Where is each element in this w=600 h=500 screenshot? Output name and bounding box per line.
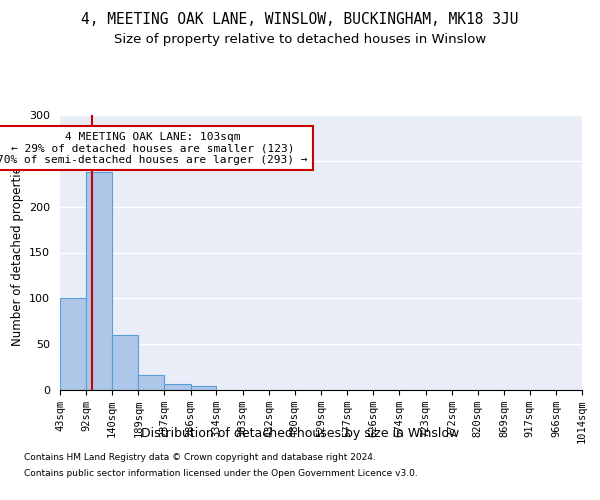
Bar [164,384,191,390]
Text: Size of property relative to detached houses in Winslow: Size of property relative to detached ho… [114,32,486,46]
Bar [112,335,139,390]
Bar [86,172,112,390]
Bar [191,386,217,390]
Bar [60,298,86,390]
Text: 4, MEETING OAK LANE, WINSLOW, BUCKINGHAM, MK18 3JU: 4, MEETING OAK LANE, WINSLOW, BUCKINGHAM… [81,12,519,28]
Text: Distribution of detached houses by size in Winslow: Distribution of detached houses by size … [141,428,459,440]
Text: 4 MEETING OAK LANE: 103sqm
← 29% of detached houses are smaller (123)
70% of sem: 4 MEETING OAK LANE: 103sqm ← 29% of deta… [0,132,308,164]
Y-axis label: Number of detached properties: Number of detached properties [11,160,23,346]
Text: Contains HM Land Registry data © Crown copyright and database right 2024.: Contains HM Land Registry data © Crown c… [24,454,376,462]
Bar [139,376,164,390]
Text: Contains public sector information licensed under the Open Government Licence v3: Contains public sector information licen… [24,468,418,477]
